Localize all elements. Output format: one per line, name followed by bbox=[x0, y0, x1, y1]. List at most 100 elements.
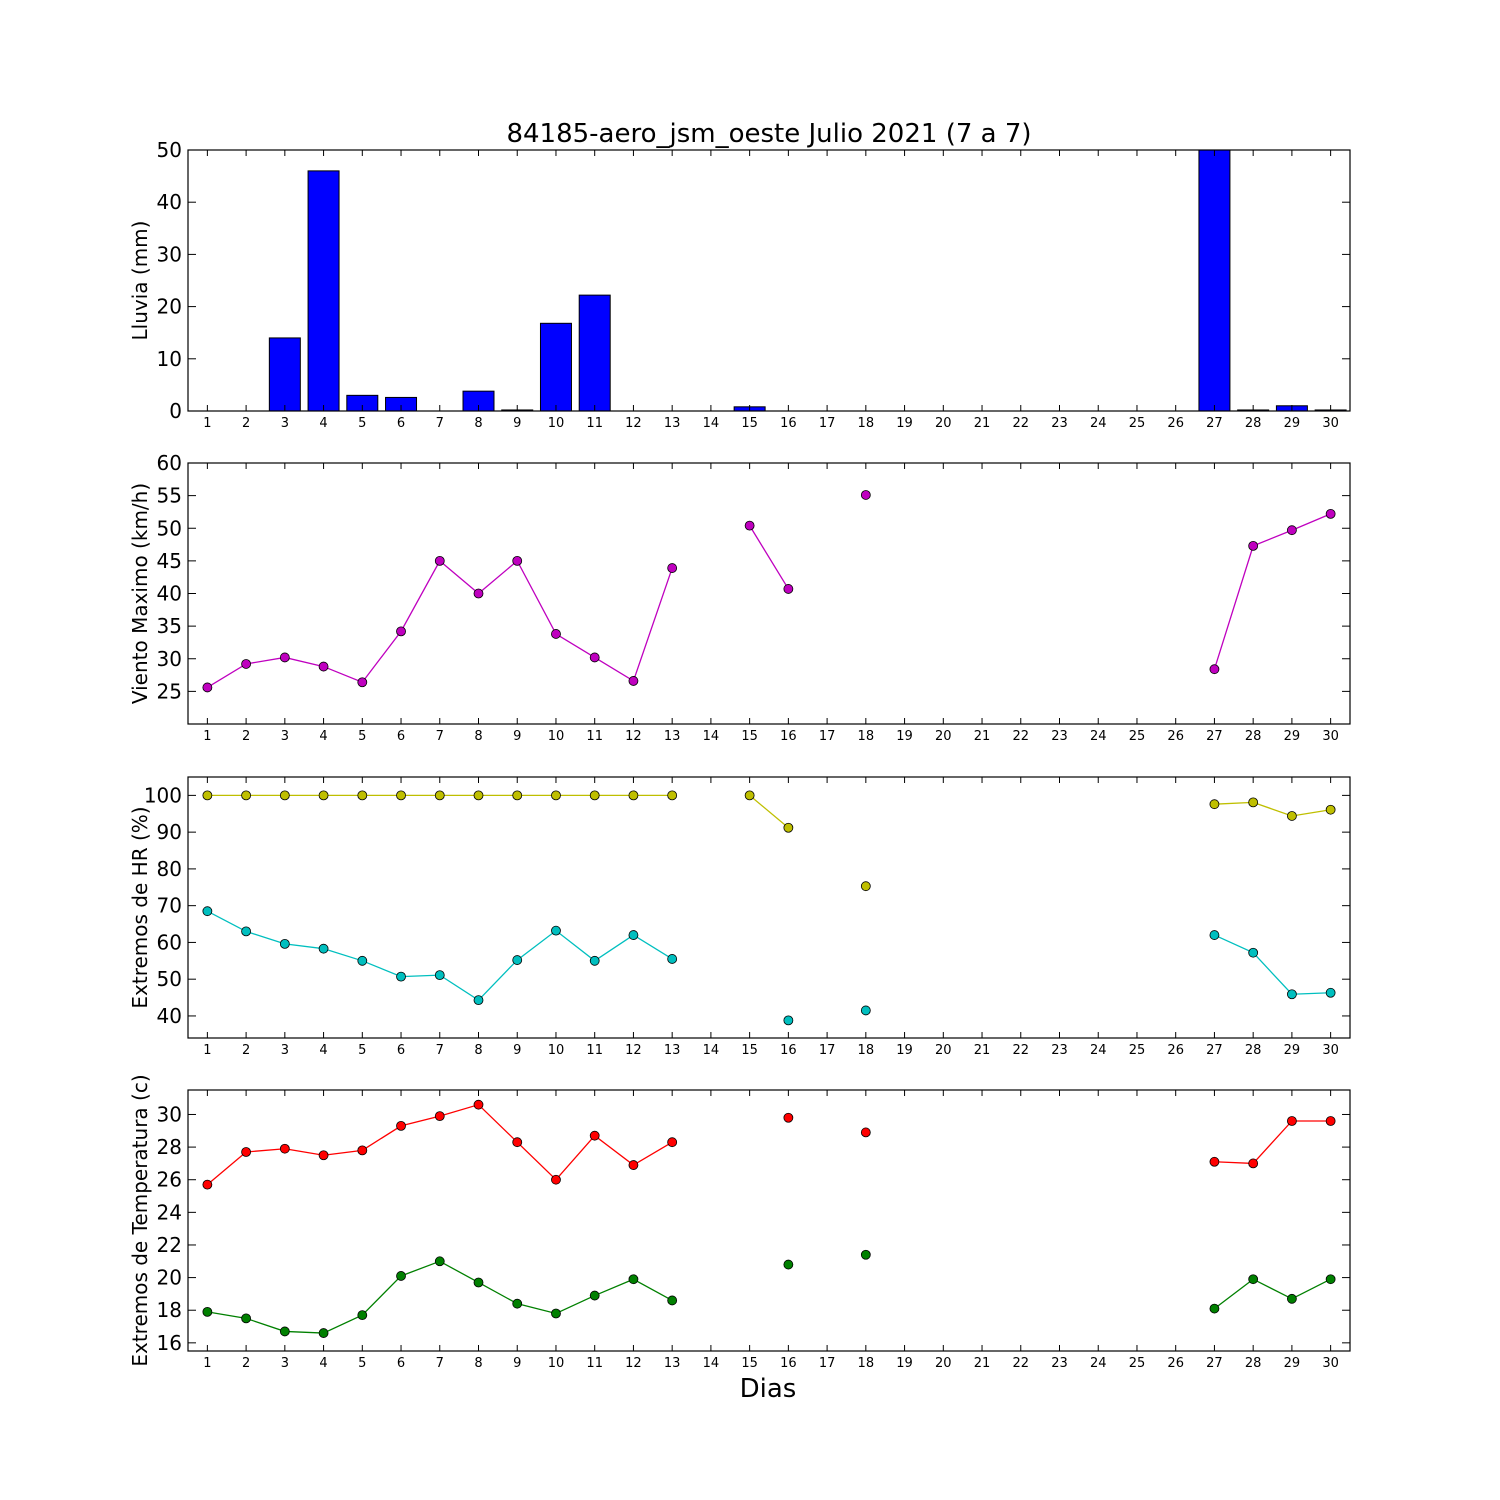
humidity-x-tick-label: 8 bbox=[474, 1043, 482, 1058]
rain-x-tick-label: 10 bbox=[548, 416, 565, 431]
temperature-series-1-point bbox=[1209, 1156, 1220, 1167]
rain-y-tick-label: 10 bbox=[157, 347, 182, 371]
temperature-series-1-point bbox=[241, 1147, 252, 1157]
rain-x-tick-label: 14 bbox=[703, 416, 720, 431]
humidity-series-1-point bbox=[744, 790, 755, 801]
wind-y-tick-label: 35 bbox=[157, 614, 182, 638]
wind-x-tick-label: 8 bbox=[474, 729, 482, 744]
humidity-x-tick-label: 24 bbox=[1090, 1043, 1107, 1058]
wind-y-tick-label: 60 bbox=[157, 451, 182, 475]
humidity-series-1-point bbox=[396, 790, 406, 801]
humidity-x-tick-label: 15 bbox=[741, 1043, 758, 1058]
wind-x-tick-label: 3 bbox=[281, 729, 289, 744]
temperature-x-tick-label: 30 bbox=[1322, 1356, 1339, 1371]
wind-x-tick-label: 24 bbox=[1090, 729, 1107, 744]
temperature-series-1-point bbox=[434, 1111, 445, 1121]
wind-x-tick-label: 1 bbox=[203, 729, 211, 744]
wind-y-tick-label: 25 bbox=[157, 679, 182, 703]
temperature-x-tick-label: 29 bbox=[1284, 1356, 1301, 1371]
temperature-series-2-line bbox=[1214, 1278, 1331, 1310]
temperature-series-2-point bbox=[1248, 1274, 1259, 1285]
rain-x-tick-label: 4 bbox=[319, 416, 327, 431]
humidity-x-tick-label: 16 bbox=[780, 1043, 797, 1058]
humidity-x-tick-label: 25 bbox=[1129, 1043, 1146, 1058]
temperature-x-tick-label: 1 bbox=[203, 1356, 211, 1371]
wind-x-tick-label: 5 bbox=[358, 729, 366, 744]
figure-title: 84185-aero_jsm_oeste Julio 2021 (7 a 7) bbox=[506, 119, 1031, 149]
temperature-series-1-point bbox=[512, 1137, 523, 1148]
wind-series-1-point bbox=[1209, 664, 1220, 675]
temperature-series-1-point bbox=[551, 1174, 561, 1185]
wind-series-1-point bbox=[396, 626, 406, 637]
humidity-x-tick-label: 23 bbox=[1051, 1043, 1068, 1058]
wind-x-tick-label: 20 bbox=[935, 729, 952, 744]
humidity-x-tick-label: 9 bbox=[513, 1043, 521, 1058]
humidity-series-2-point bbox=[357, 955, 368, 966]
wind-x-tick-label: 6 bbox=[397, 729, 405, 744]
temperature-x-tick-label: 19 bbox=[896, 1356, 913, 1371]
humidity-series-1-point bbox=[279, 790, 290, 801]
wind-y-tick-label: 30 bbox=[157, 647, 182, 671]
temperature-y-tick-label: 30 bbox=[157, 1102, 182, 1126]
wind-series-1-point bbox=[1287, 525, 1297, 536]
wind-x-tick-label: 26 bbox=[1167, 729, 1184, 744]
humidity-series-1-point bbox=[860, 881, 871, 892]
humidity-series-1-line bbox=[1214, 801, 1331, 817]
wind-series-1-point bbox=[783, 584, 794, 594]
rain-y-axis-label: Lluvia (mm) bbox=[128, 221, 152, 341]
wind-series-1-point bbox=[1325, 508, 1336, 519]
rain-x-tick-label: 1 bbox=[203, 416, 211, 431]
rain-bar bbox=[307, 170, 340, 412]
temperature-x-tick-label: 25 bbox=[1129, 1356, 1146, 1371]
wind-series-1-line bbox=[1213, 513, 1331, 670]
temperature-series-1-point bbox=[628, 1160, 639, 1170]
wind-x-tick-label: 4 bbox=[319, 729, 327, 744]
humidity-y-tick-label: 70 bbox=[157, 894, 182, 918]
temperature-y-axis-label: Extremos de Temperatura (c) bbox=[128, 1074, 152, 1366]
humidity-series-2-point bbox=[202, 906, 213, 917]
humidity-series-1-point bbox=[1209, 799, 1220, 810]
wind-x-tick-label: 23 bbox=[1051, 729, 1068, 744]
wind-series-1-point bbox=[512, 555, 523, 566]
rain-x-tick-label: 12 bbox=[625, 416, 642, 431]
rain-x-tick-label: 23 bbox=[1051, 416, 1068, 431]
humidity-series-2-point bbox=[512, 955, 523, 965]
wind-x-tick-label: 28 bbox=[1245, 729, 1262, 744]
wind-series-1-point bbox=[1248, 540, 1259, 551]
temperature-x-tick-label: 9 bbox=[513, 1356, 521, 1371]
temperature-series-1-point bbox=[202, 1179, 213, 1190]
rain-x-tick-label: 15 bbox=[741, 416, 758, 431]
humidity-series-1-point bbox=[783, 822, 794, 833]
humidity-series-1-point bbox=[1248, 797, 1259, 808]
temperature-series-2-point bbox=[473, 1277, 484, 1288]
rain-x-tick-label: 16 bbox=[780, 416, 797, 431]
temperature-series-2-point bbox=[628, 1274, 639, 1285]
humidity-series-2-point bbox=[628, 930, 639, 940]
temperature-x-tick-label: 20 bbox=[935, 1356, 952, 1371]
temperature-x-tick-label: 21 bbox=[974, 1356, 991, 1371]
wind-y-tick-label: 40 bbox=[157, 582, 182, 606]
humidity-series-1-point bbox=[1325, 804, 1336, 815]
humidity-y-tick-label: 50 bbox=[157, 967, 182, 991]
humidity-series-2-point bbox=[1325, 987, 1336, 998]
temperature-y-tick-label: 28 bbox=[157, 1135, 182, 1159]
temperature-series-2-point bbox=[202, 1306, 213, 1317]
wind-x-tick-label: 7 bbox=[436, 729, 444, 744]
rain-y-tick-label: 30 bbox=[157, 242, 182, 266]
humidity-x-tick-label: 13 bbox=[664, 1043, 681, 1058]
temperature-series-2-point bbox=[318, 1328, 329, 1338]
wind-y-tick-label: 55 bbox=[157, 484, 182, 508]
temperature-series-2-point bbox=[241, 1313, 252, 1324]
rain-x-tick-label: 13 bbox=[664, 416, 681, 431]
temperature-x-tick-label: 2 bbox=[242, 1356, 250, 1371]
temperature-series-2-point bbox=[1209, 1303, 1220, 1314]
humidity-x-tick-label: 6 bbox=[397, 1043, 405, 1058]
wind-series-1-point bbox=[860, 490, 871, 500]
humidity-series-1-point bbox=[589, 790, 600, 801]
humidity-series-1-point bbox=[551, 790, 561, 801]
humidity-x-tick-label: 12 bbox=[625, 1043, 642, 1058]
wind-series-1-point bbox=[744, 520, 755, 531]
wind-y-axis-label: Viento Maximo (km/h) bbox=[128, 483, 152, 704]
